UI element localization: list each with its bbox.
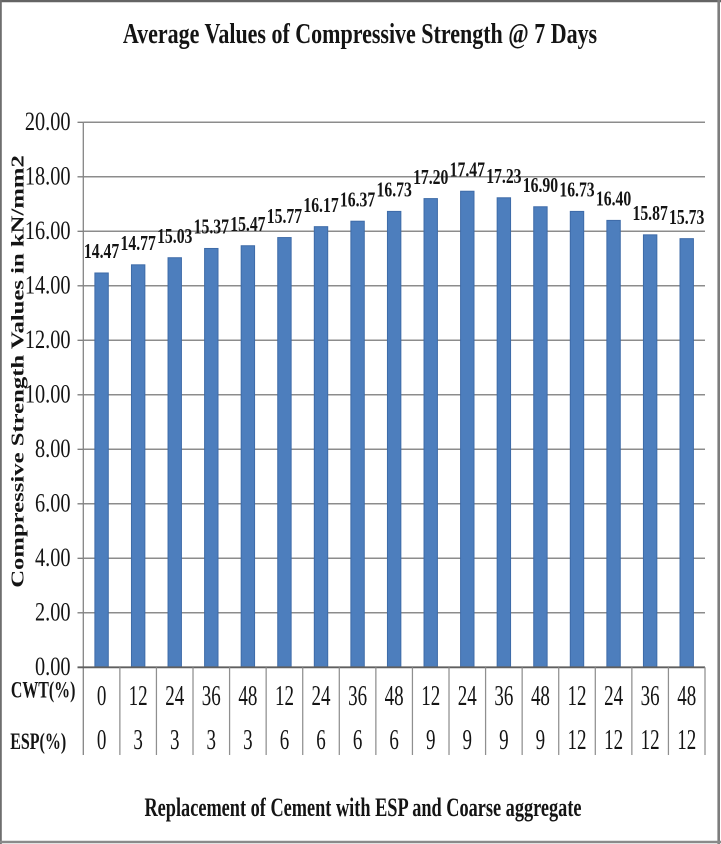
svg-text:36: 36 <box>494 682 513 712</box>
svg-text:12: 12 <box>641 725 660 755</box>
svg-text:12: 12 <box>421 682 440 712</box>
svg-text:15.47: 15.47 <box>230 213 265 236</box>
svg-text:17.20: 17.20 <box>413 166 448 189</box>
svg-text:36: 36 <box>641 682 660 712</box>
svg-text:36: 36 <box>348 682 367 712</box>
svg-text:6: 6 <box>280 725 290 755</box>
svg-text:6: 6 <box>316 725 326 755</box>
svg-text:16.73: 16.73 <box>559 179 594 202</box>
svg-text:15.73: 15.73 <box>669 206 704 229</box>
svg-text:20.00: 20.00 <box>25 108 71 137</box>
svg-text:0: 0 <box>97 725 107 755</box>
svg-text:Replacement of Cement with ESP: Replacement of Cement with ESP and Coars… <box>144 793 581 822</box>
svg-text:14.77: 14.77 <box>121 232 156 255</box>
svg-text:3: 3 <box>170 725 180 755</box>
svg-text:3: 3 <box>207 725 217 755</box>
svg-text:12: 12 <box>677 725 696 755</box>
svg-text:14.00: 14.00 <box>25 271 71 300</box>
svg-text:Compressive Strength Values in: Compressive Strength Values in kN/mm2 <box>8 155 28 588</box>
svg-text:12: 12 <box>568 725 587 755</box>
svg-text:18.00: 18.00 <box>25 162 71 191</box>
svg-text:24: 24 <box>458 682 477 712</box>
svg-text:14.47: 14.47 <box>84 240 119 263</box>
svg-text:8.00: 8.00 <box>35 435 71 464</box>
svg-text:15.77: 15.77 <box>267 205 302 228</box>
svg-text:16.90: 16.90 <box>523 174 558 197</box>
svg-text:9: 9 <box>499 725 509 755</box>
svg-text:3: 3 <box>243 725 253 755</box>
svg-text:6: 6 <box>389 725 399 755</box>
svg-text:12.00: 12.00 <box>25 326 71 355</box>
svg-text:48: 48 <box>531 682 550 712</box>
svg-text:16.40: 16.40 <box>596 188 631 211</box>
svg-text:2.00: 2.00 <box>35 598 71 627</box>
svg-text:15.87: 15.87 <box>632 202 667 225</box>
svg-text:ESP(%): ESP(%) <box>10 729 66 755</box>
svg-text:9: 9 <box>463 725 473 755</box>
svg-text:6.00: 6.00 <box>35 489 71 518</box>
svg-text:4.00: 4.00 <box>35 544 71 573</box>
svg-text:CWT(%): CWT(%) <box>11 678 75 704</box>
svg-text:48: 48 <box>238 682 257 712</box>
svg-text:0: 0 <box>97 682 107 712</box>
svg-text:10.00: 10.00 <box>25 380 71 409</box>
svg-text:16.73: 16.73 <box>376 179 411 202</box>
svg-text:16.00: 16.00 <box>25 217 71 246</box>
svg-text:17.23: 17.23 <box>486 165 521 188</box>
svg-text:36: 36 <box>202 682 221 712</box>
svg-text:17.47: 17.47 <box>450 158 485 181</box>
svg-text:24: 24 <box>604 682 623 712</box>
svg-text:0.00: 0.00 <box>35 653 71 682</box>
svg-text:6: 6 <box>353 725 363 755</box>
svg-text:15.37: 15.37 <box>194 216 229 239</box>
svg-text:9: 9 <box>536 725 546 755</box>
svg-text:3: 3 <box>133 725 143 755</box>
svg-text:48: 48 <box>385 682 404 712</box>
svg-text:24: 24 <box>312 682 331 712</box>
svg-text:16.17: 16.17 <box>303 194 338 217</box>
svg-text:9: 9 <box>426 725 436 755</box>
svg-text:24: 24 <box>165 682 184 712</box>
svg-text:Average Values of Compressive: Average Values of Compressive Strength @… <box>123 17 597 50</box>
svg-text:16.37: 16.37 <box>340 188 375 211</box>
svg-text:12: 12 <box>568 682 587 712</box>
svg-text:12: 12 <box>129 682 148 712</box>
svg-text:12: 12 <box>275 682 294 712</box>
svg-text:48: 48 <box>677 682 696 712</box>
svg-text:15.03: 15.03 <box>157 225 192 248</box>
svg-text:12: 12 <box>604 725 623 755</box>
